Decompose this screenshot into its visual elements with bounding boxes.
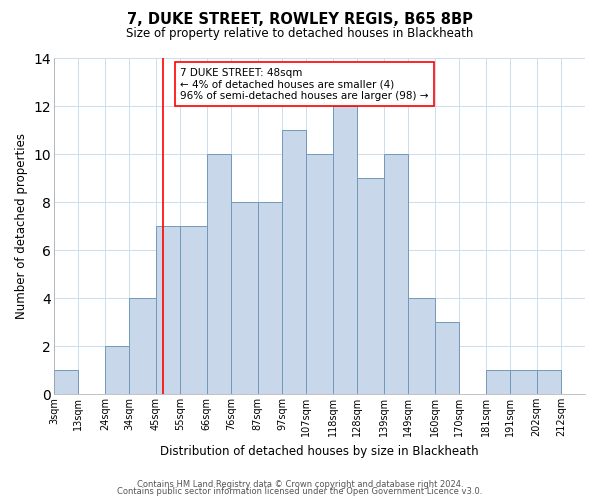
- Bar: [510, 370, 536, 394]
- Bar: [408, 298, 434, 394]
- Bar: [129, 298, 156, 394]
- Bar: [357, 178, 384, 394]
- Text: Size of property relative to detached houses in Blackheath: Size of property relative to detached ho…: [127, 28, 473, 40]
- Bar: [536, 370, 561, 394]
- Bar: [156, 226, 180, 394]
- Bar: [333, 106, 357, 394]
- Bar: [306, 154, 333, 394]
- Y-axis label: Number of detached properties: Number of detached properties: [15, 133, 28, 319]
- Bar: [207, 154, 231, 394]
- Text: Contains HM Land Registry data © Crown copyright and database right 2024.: Contains HM Land Registry data © Crown c…: [137, 480, 463, 489]
- Bar: [282, 130, 306, 394]
- Bar: [54, 370, 78, 394]
- Bar: [384, 154, 408, 394]
- Bar: [257, 202, 282, 394]
- Bar: [180, 226, 207, 394]
- Text: Contains public sector information licensed under the Open Government Licence v3: Contains public sector information licen…: [118, 488, 482, 496]
- Bar: [231, 202, 257, 394]
- X-axis label: Distribution of detached houses by size in Blackheath: Distribution of detached houses by size …: [160, 444, 479, 458]
- Bar: [485, 370, 510, 394]
- Text: 7 DUKE STREET: 48sqm
← 4% of detached houses are smaller (4)
96% of semi-detache: 7 DUKE STREET: 48sqm ← 4% of detached ho…: [180, 68, 428, 101]
- Bar: [105, 346, 129, 394]
- Bar: [434, 322, 459, 394]
- Text: 7, DUKE STREET, ROWLEY REGIS, B65 8BP: 7, DUKE STREET, ROWLEY REGIS, B65 8BP: [127, 12, 473, 28]
